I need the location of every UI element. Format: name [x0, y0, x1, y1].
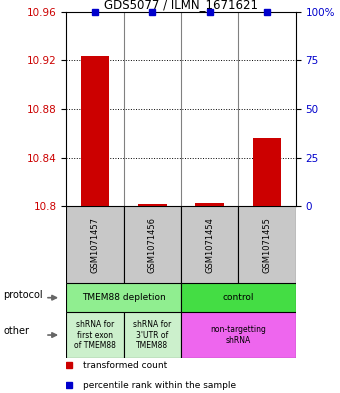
Bar: [195, 203, 224, 206]
Bar: [81, 55, 109, 206]
Text: other: other: [3, 325, 29, 336]
Text: control: control: [223, 293, 254, 302]
Text: GSM1071456: GSM1071456: [148, 217, 157, 273]
Bar: [66, 283, 181, 312]
Text: protocol: protocol: [3, 290, 43, 300]
Text: shRNA for
3'UTR of
TMEM88: shRNA for 3'UTR of TMEM88: [133, 320, 171, 350]
Text: non-targetting
shRNA: non-targetting shRNA: [210, 325, 266, 345]
Bar: [66, 206, 124, 283]
Text: GSM1071457: GSM1071457: [90, 217, 100, 273]
Text: GSM1071454: GSM1071454: [205, 217, 214, 273]
Text: shRNA for
first exon
of TMEM88: shRNA for first exon of TMEM88: [74, 320, 116, 350]
Text: GSM1071455: GSM1071455: [262, 217, 272, 273]
Bar: [238, 206, 296, 283]
Text: percentile rank within the sample: percentile rank within the sample: [83, 381, 236, 390]
Bar: [253, 138, 282, 206]
Bar: [181, 312, 296, 358]
Bar: [181, 206, 238, 283]
Text: TMEM88 depletion: TMEM88 depletion: [82, 293, 166, 302]
Bar: [138, 204, 167, 206]
Bar: [124, 206, 181, 283]
Bar: [181, 283, 296, 312]
Title: GDS5077 / ILMN_1671621: GDS5077 / ILMN_1671621: [104, 0, 258, 11]
Bar: [124, 312, 181, 358]
Bar: [66, 312, 124, 358]
Text: transformed count: transformed count: [83, 361, 167, 370]
